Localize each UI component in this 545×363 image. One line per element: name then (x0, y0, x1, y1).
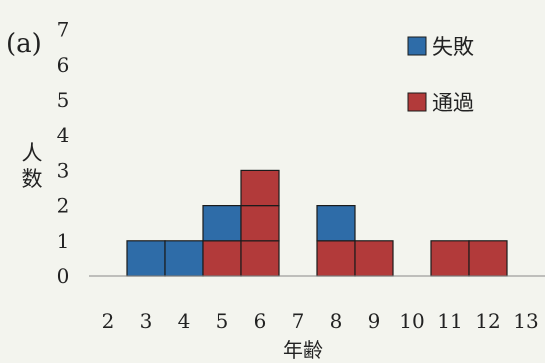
bar-fail-age-4 (164, 240, 204, 277)
y-axis-label-char: 人 (22, 141, 43, 165)
bar-fail-age-5 (202, 205, 242, 242)
x-tick-label: 2 (102, 309, 115, 333)
y-tick-label: 1 (57, 229, 70, 253)
y-axis-label-char: 数 (22, 167, 43, 191)
bar-pass-age-5 (202, 240, 242, 277)
y-tick-label: 2 (57, 194, 70, 218)
bar-pass-age-6 (240, 169, 280, 207)
y-axis-label: 人数 (22, 141, 43, 191)
x-tick-label: 9 (368, 309, 381, 333)
legend-swatch (407, 36, 427, 56)
x-tick-label: 3 (140, 309, 153, 333)
legend-label: 通過 (432, 91, 474, 115)
legend-label: 失敗 (432, 35, 474, 59)
x-tick-label: 4 (178, 309, 191, 333)
y-tick-label: 6 (57, 53, 70, 77)
y-tick-label: 0 (57, 264, 70, 288)
x-tick-label: 5 (216, 309, 229, 333)
y-tick-label: 7 (57, 18, 70, 42)
bar-pass-age-11 (430, 240, 470, 277)
bar-fail-age-3 (126, 240, 166, 277)
bar-pass-age-8 (316, 240, 356, 277)
bar-pass-age-12 (468, 240, 508, 277)
x-tick-label: 7 (292, 309, 305, 333)
x-tick-label: 13 (513, 309, 538, 333)
y-tick-label: 4 (57, 123, 70, 147)
bar-pass-age-9 (354, 240, 394, 277)
y-axis-ticks: 0 1 2 3 4 5 6 7 (57, 18, 70, 288)
bar-pass-age-6 (240, 240, 280, 277)
y-tick-label: 3 (57, 158, 70, 182)
x-tick-label: 8 (330, 309, 343, 333)
x-tick-label: 6 (254, 309, 267, 333)
x-tick-label: 10 (399, 309, 424, 333)
bar-pass-age-6 (240, 205, 280, 242)
x-tick-label: 11 (437, 309, 462, 333)
legend-swatch (407, 92, 427, 112)
panel-label: (a) (6, 29, 42, 59)
x-axis-label: 年齢 (283, 338, 323, 362)
y-tick-label: 5 (57, 88, 70, 112)
x-axis-ticks: 2 3 4 5 6 7 8 9 10 11 12 13 (102, 309, 539, 333)
bar-fail-age-8 (316, 205, 356, 242)
bars (126, 169, 508, 277)
x-tick-label: 12 (475, 309, 500, 333)
